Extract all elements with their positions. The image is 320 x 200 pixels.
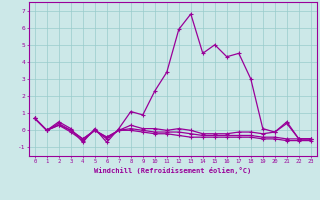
X-axis label: Windchill (Refroidissement éolien,°C): Windchill (Refroidissement éolien,°C)	[94, 167, 252, 174]
